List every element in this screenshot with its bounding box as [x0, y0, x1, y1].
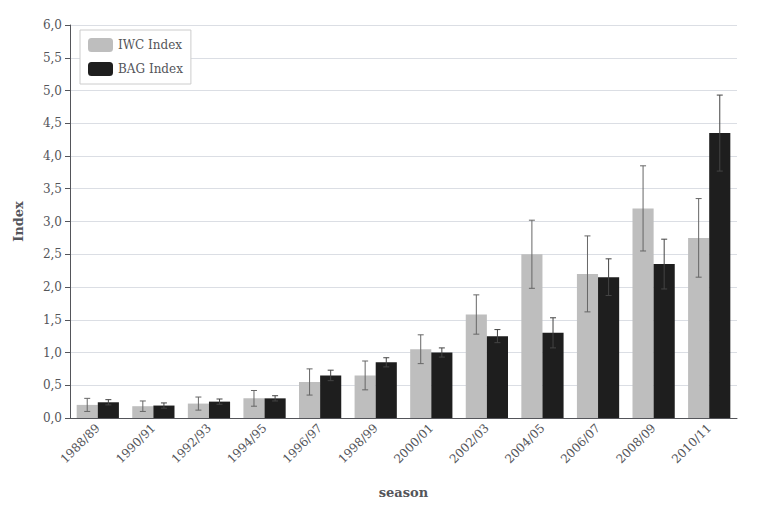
svg-text:Index: Index — [11, 201, 26, 242]
svg-text:1996/97: 1996/97 — [280, 421, 325, 466]
svg-text:1,0: 1,0 — [43, 346, 62, 360]
svg-text:3,5: 3,5 — [43, 182, 62, 196]
svg-text:5,0: 5,0 — [43, 84, 62, 98]
svg-text:4,5: 4,5 — [43, 116, 62, 130]
svg-text:1998/99: 1998/99 — [336, 421, 381, 466]
svg-text:2,5: 2,5 — [43, 247, 62, 261]
svg-text:1990/91: 1990/91 — [113, 421, 158, 466]
svg-text:0,5: 0,5 — [43, 378, 62, 392]
svg-text:2010/11: 2010/11 — [669, 421, 714, 466]
svg-text:2004/05: 2004/05 — [502, 421, 547, 466]
svg-text:BAG Index: BAG Index — [118, 62, 183, 76]
svg-text:1988/89: 1988/89 — [58, 421, 103, 466]
svg-text:2,0: 2,0 — [43, 280, 62, 294]
svg-text:2006/07: 2006/07 — [558, 421, 603, 466]
svg-text:IWC Index: IWC Index — [118, 38, 182, 52]
svg-text:1992/93: 1992/93 — [169, 421, 214, 466]
svg-text:4,0: 4,0 — [43, 149, 62, 163]
svg-text:season: season — [379, 485, 429, 500]
svg-text:1994/95: 1994/95 — [224, 421, 269, 466]
svg-text:1,5: 1,5 — [43, 313, 62, 327]
svg-text:6,0: 6,0 — [43, 18, 62, 32]
svg-text:3,0: 3,0 — [43, 215, 62, 229]
svg-text:2008/09: 2008/09 — [613, 421, 658, 466]
svg-text:5,5: 5,5 — [43, 51, 62, 65]
svg-text:2002/03: 2002/03 — [447, 421, 492, 466]
svg-text:2000/01: 2000/01 — [391, 421, 436, 466]
svg-text:0,0: 0,0 — [43, 411, 62, 425]
